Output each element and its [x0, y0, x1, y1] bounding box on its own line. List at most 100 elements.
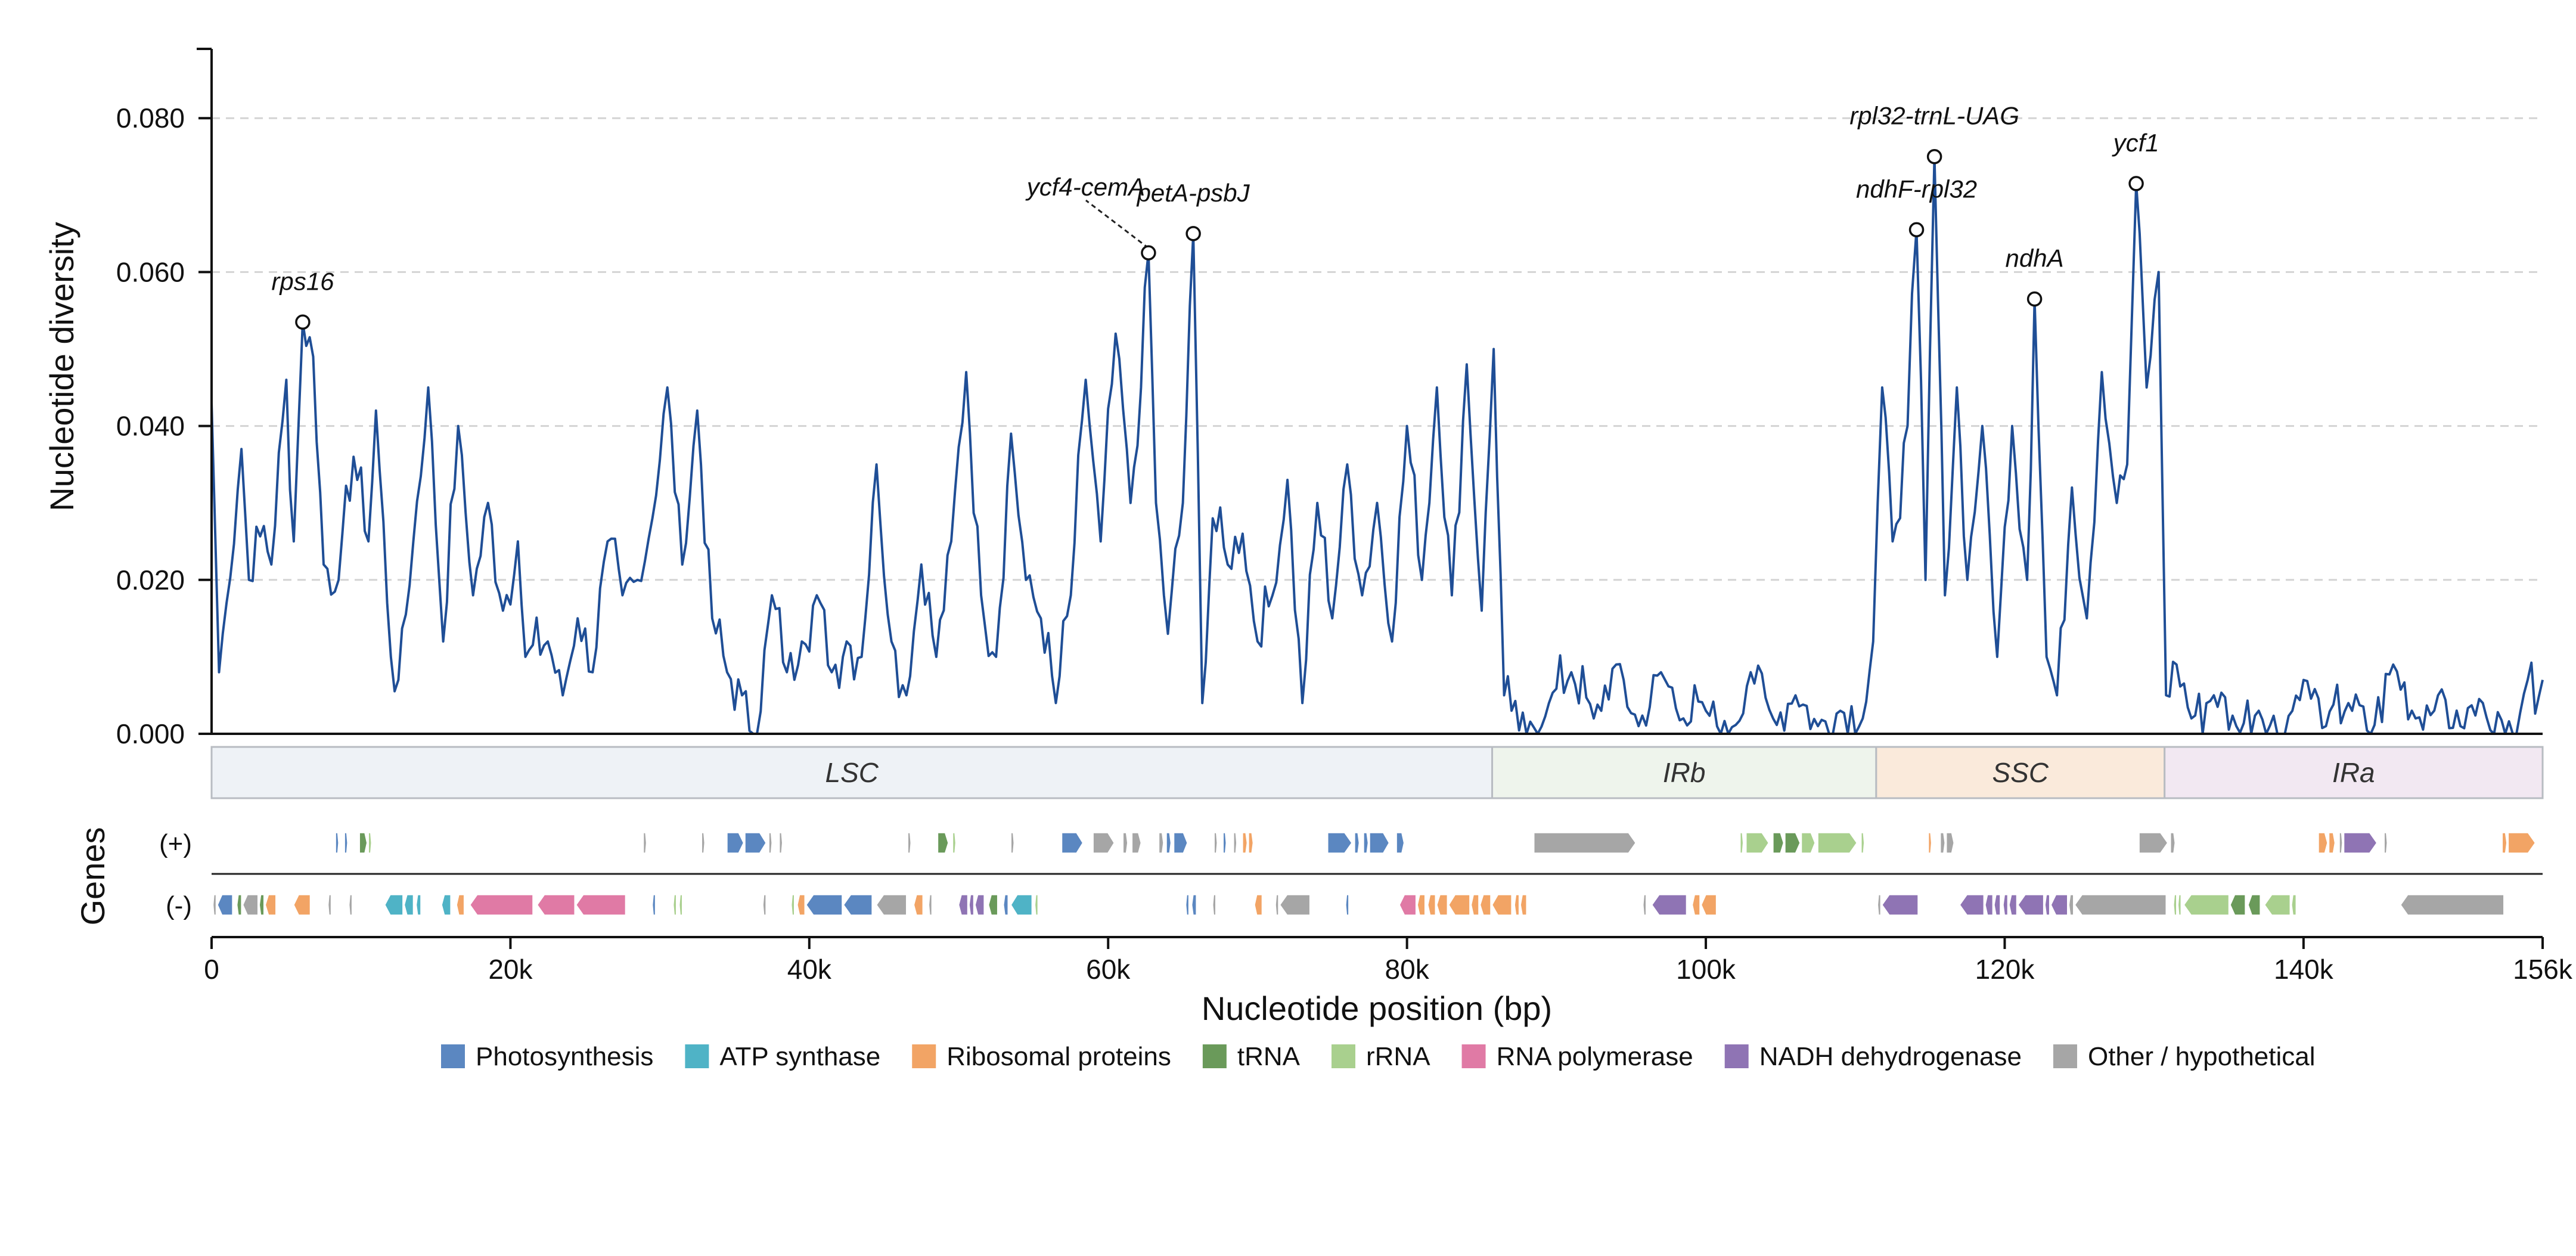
gene-ribo-minus: [913, 894, 924, 916]
gene-rrna-minus: [672, 894, 677, 916]
peak-leader-line: [1085, 199, 1149, 249]
gene-other-plus: [1945, 832, 1954, 854]
gene-trna-minus: [259, 894, 265, 916]
gene-other-minus: [876, 894, 907, 916]
gene-rrna-plus: [1739, 832, 1744, 854]
legend-entry-rrna: rRNA: [1366, 1042, 1430, 1071]
gene-rrna-plus: [1861, 832, 1865, 854]
gene-other-minus: [2068, 894, 2074, 916]
gene-rrna-minus: [1034, 894, 1039, 916]
x-tick-label: 156k: [2513, 954, 2573, 985]
gene-ribo-minus: [1254, 894, 1263, 916]
gene-rpo-minus: [575, 894, 626, 916]
y-tick-label: 0.060: [116, 256, 185, 287]
gene-atp-minus: [415, 894, 421, 916]
gene-other-plus: [1010, 832, 1015, 854]
gene-ndh-plus: [2343, 832, 2378, 854]
legend-entry-ribo: Ribosomal proteins: [946, 1042, 1171, 1071]
gene-ribo-minus: [456, 894, 465, 916]
peak-marker: [2026, 291, 2043, 307]
gene-photo-plus: [1061, 832, 1084, 854]
gene-rrna-plus: [1817, 832, 1858, 854]
gene-ribo-plus: [1928, 832, 1932, 854]
gene-ndh-minus: [2044, 894, 2050, 916]
gene-other-plus: [907, 832, 912, 854]
peak-label: ycf1: [2112, 129, 2159, 157]
gene-rrna-minus: [678, 894, 683, 916]
gene-rrna-minus: [790, 894, 795, 916]
gene-atp-minus: [1010, 894, 1033, 916]
gene-ribo-minus: [293, 894, 311, 916]
strand-label: (-): [166, 891, 192, 920]
gene-other-plus: [1158, 832, 1164, 854]
gene-trna-minus: [2248, 894, 2261, 916]
gene-photo-plus: [335, 832, 339, 854]
gene-ribo-plus: [2507, 832, 2536, 854]
gene-ndh-minus: [2009, 894, 2018, 916]
strand-label: (+): [159, 829, 192, 858]
gene-ndh-minus: [2018, 894, 2044, 916]
gene-photo-plus: [744, 832, 767, 854]
gene-trna-plus: [1784, 832, 1801, 854]
gene-rrna-plus: [1801, 832, 1815, 854]
gene-ribo-minus: [1514, 894, 1520, 916]
gene-other-plus: [2139, 832, 2168, 854]
gene-rrna-minus: [2173, 894, 2177, 916]
gene-ribo-minus: [1470, 894, 1479, 916]
gene-other-plus: [1533, 832, 1637, 854]
gene-trna-plus: [937, 832, 949, 854]
gene-trna-plus: [1773, 832, 1784, 854]
gene-other-minus: [242, 894, 259, 916]
gene-other-minus: [1877, 894, 1882, 916]
gene-ribo-plus: [2328, 832, 2336, 854]
x-axis-title: Nucleotide position (bp): [1202, 990, 1552, 1027]
gene-other-minus: [327, 894, 332, 916]
gene-other-plus: [778, 832, 783, 854]
legend-swatch-rpo: [1461, 1044, 1486, 1068]
gene-other-minus: [212, 894, 217, 916]
gene-ribo-minus: [265, 894, 277, 916]
gene-trna-minus: [988, 894, 998, 916]
x-tick-label: 80k: [1385, 954, 1430, 985]
gene-rrna-minus: [2177, 894, 2182, 916]
region-label: LSC: [825, 757, 879, 788]
gene-ndh-minus: [2050, 894, 2068, 916]
peak-label: ndhA: [2006, 244, 2064, 272]
gene-other-plus: [1131, 832, 1142, 854]
gene-atp-minus: [384, 894, 404, 916]
gene-rrna-minus: [2183, 894, 2230, 916]
gene-photo-plus: [1354, 832, 1360, 854]
gene-photo-plus: [1173, 832, 1188, 854]
region-band-irb: [1491, 746, 1877, 799]
region-label: IRb: [1663, 757, 1706, 788]
gene-ndh-minus: [1959, 894, 1985, 916]
gene-other-minus: [1279, 894, 1311, 916]
gene-photo-minus: [651, 894, 656, 916]
gene-other-plus: [2170, 832, 2176, 854]
gene-ribo-minus: [1448, 894, 1470, 916]
gene-ndh-minus: [1651, 894, 1687, 916]
gene-other-plus: [1093, 832, 1115, 854]
diversity-line: [210, 155, 2544, 735]
gene-ribo-plus: [1242, 832, 1248, 854]
gene-other-plus: [643, 832, 647, 854]
gene-ndh-minus: [2003, 894, 2009, 916]
gene-ribo-plus: [2501, 832, 2507, 854]
legend-swatch-other: [2053, 1044, 2077, 1068]
gene-other-plus: [1213, 832, 1218, 854]
gene-rpo-minus: [1399, 894, 1417, 916]
gene-photo-minus: [1185, 894, 1190, 916]
gene-other-minus: [348, 894, 353, 916]
region-band-ssc: [1875, 746, 2166, 799]
gene-rrna-plus: [1745, 832, 1770, 854]
legend-swatch-atp: [685, 1044, 709, 1068]
gene-rrna-minus: [2291, 894, 2297, 916]
gene-other-minus: [928, 894, 933, 916]
legend-entry-rpo: RNA polymerase: [1497, 1042, 1693, 1071]
region-band-ira: [2164, 746, 2544, 799]
legend-entry-trna: tRNA: [1237, 1042, 1301, 1071]
gene-photo-minus: [1003, 894, 1009, 916]
gene-ribo-minus: [1520, 894, 1527, 916]
